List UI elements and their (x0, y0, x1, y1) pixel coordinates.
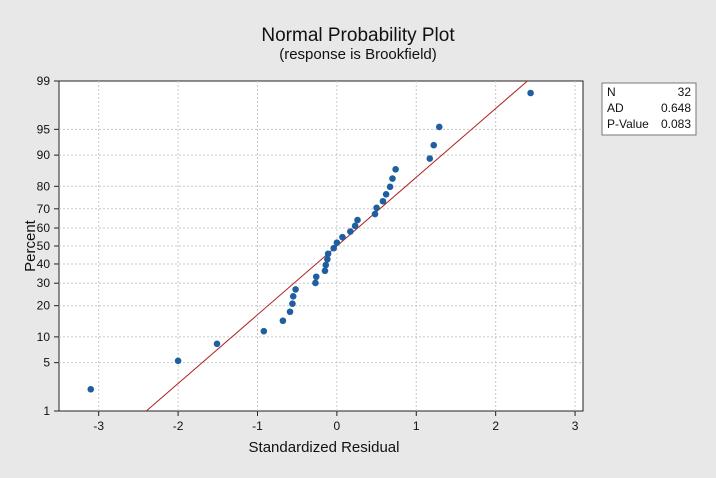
x-tick-label: 2 (492, 419, 499, 433)
y-tick-label: 60 (37, 221, 51, 235)
data-point (312, 273, 320, 281)
data-point (286, 308, 294, 316)
data-point (333, 239, 341, 246)
y-tick-label: 5 (43, 356, 50, 370)
data-points (87, 89, 534, 393)
fit-line (146, 81, 528, 411)
data-point (330, 244, 338, 252)
x-tick-label: -3 (93, 419, 104, 433)
data-point (87, 385, 95, 393)
stat-label: P-Value (607, 117, 649, 131)
data-point (426, 155, 434, 162)
data-point (379, 197, 387, 205)
data-point (435, 123, 443, 131)
fit-line-group (146, 81, 528, 411)
y-tick-label: 99 (37, 74, 51, 88)
data-point (321, 267, 329, 275)
data-point (289, 300, 296, 307)
y-tick-label: 90 (37, 148, 51, 162)
x-tick-label: 0 (334, 419, 341, 433)
y-tick-label: 80 (37, 179, 51, 193)
chart-subtitle: (response is Brookfield) (279, 46, 437, 63)
data-point (324, 250, 332, 258)
data-point (430, 141, 438, 149)
x-tick-label: 3 (572, 419, 579, 433)
data-point (312, 279, 319, 287)
x-tick-label: 1 (413, 419, 420, 433)
y-tick-label: 30 (37, 276, 51, 290)
x-axis-label: Standardized Residual (249, 439, 400, 456)
x-tick-label: -2 (173, 419, 184, 433)
y-tick-label: 70 (37, 202, 51, 216)
data-point (392, 166, 399, 173)
data-point (324, 256, 331, 263)
data-point (386, 183, 394, 191)
data-point (260, 327, 268, 335)
y-tick-label: 40 (37, 257, 51, 271)
data-point (354, 216, 361, 224)
data-point (322, 261, 330, 269)
data-point (351, 222, 359, 230)
data-point (213, 340, 221, 348)
stats-legend-box (601, 82, 697, 136)
y-tick-label: 1 (43, 404, 50, 418)
chart-title: Normal Probability Plot (261, 25, 455, 46)
y-tick-label: 20 (37, 299, 51, 313)
data-point (373, 204, 380, 212)
stat-label: AD (607, 101, 624, 115)
y-axis-label: Percent (22, 219, 39, 272)
data-point (347, 228, 354, 235)
data-point (174, 357, 182, 365)
y-tick-label: 50 (37, 239, 51, 253)
stat-label: N (607, 85, 616, 99)
data-point (527, 89, 534, 97)
stat-value: 0.648 (661, 101, 691, 115)
x-tick-label: -1 (252, 419, 263, 433)
data-point (339, 233, 346, 241)
stats-legend: N 32 AD 0.648 P-Value 0.083 (601, 82, 697, 136)
data-point (279, 317, 287, 325)
data-point (292, 286, 299, 293)
stat-value: 0.083 (661, 117, 691, 131)
data-point (289, 293, 297, 300)
axis-ticks: -3 -2 -1 0 1 2 3 1 5 10 20 30 40 50 60 70 80 90 95 99 (37, 74, 579, 433)
data-point (371, 210, 379, 218)
data-point (389, 175, 396, 182)
y-tick-label: 10 (37, 330, 51, 344)
y-tick-label: 95 (37, 122, 51, 136)
data-point (382, 190, 390, 198)
stat-value: 32 (678, 85, 692, 99)
